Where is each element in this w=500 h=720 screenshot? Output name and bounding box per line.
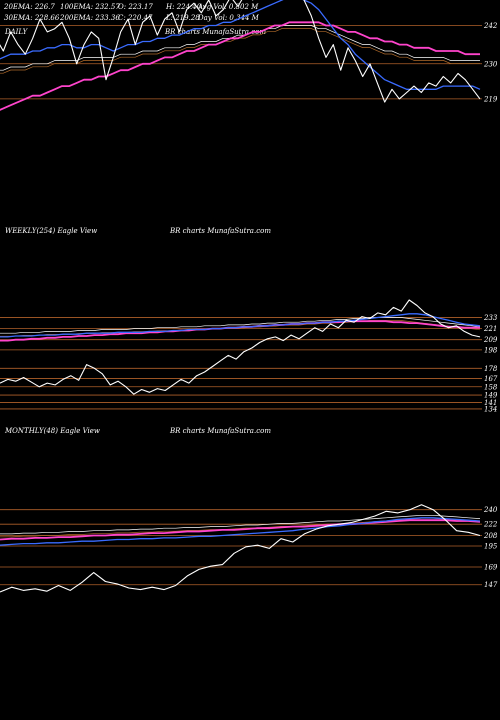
monthly-level-label: 208	[483, 532, 498, 540]
weekly-label: WEEKLY(254) Eagle View	[5, 227, 97, 235]
weekly-ema-slow-line	[0, 317, 481, 334]
monthly-level-label: 240	[483, 506, 498, 514]
weekly-level-label: 233	[483, 314, 498, 322]
weekly-level-label: 221	[483, 325, 497, 333]
weekly-level-label: 167	[484, 375, 498, 383]
hdr-high: H: 224.40	[165, 3, 202, 11]
weekly-level-label: 178	[484, 365, 498, 373]
hdr-30ema: 30EMA: 228.66	[4, 14, 60, 22]
daily-ema-fast-line	[0, 0, 481, 90]
weekly-level-label: 149	[484, 392, 498, 400]
monthly-level-label: 195	[484, 543, 498, 551]
hdr-day-vol: Day Vol: 0.344 M	[197, 14, 260, 22]
hdr-100ema: 100EMA: 232.57	[60, 3, 120, 11]
weekly-level-label: 141	[484, 399, 497, 407]
weekly-level-label: 158	[484, 383, 498, 391]
monthly-panel: 240 222 208 195 169 147	[0, 504, 498, 593]
daily-level-label: 242	[483, 22, 498, 30]
weekly-ema-fast-line	[0, 313, 481, 338]
weekly-watermark: BR charts MunafaSutra.com	[169, 227, 271, 235]
weekly-level-label: 198	[484, 346, 498, 354]
monthly-watermark: BR charts MunafaSutra.com	[169, 427, 271, 435]
weekly-level-label: 209	[483, 336, 498, 344]
daily-label: DAILY	[4, 28, 29, 36]
daily-panel: 242 230 219	[0, 0, 498, 111]
weekly-price-line	[0, 299, 481, 395]
monthly-level-label: 147	[484, 581, 498, 589]
hdr-close: C: 220.47	[118, 14, 153, 22]
monthly-ema-pink-line	[0, 519, 481, 541]
daily-watermark: BR charts MunafaSutra.com	[164, 28, 266, 36]
monthly-price-line	[0, 504, 481, 593]
monthly-label: MONTHLY(48) Eagle View	[4, 427, 100, 435]
daily-price-line	[0, 0, 481, 103]
daily-level-label: 219	[483, 95, 498, 103]
monthly-level-label: 222	[483, 521, 498, 529]
hdr-20ema: 20EMA: 226.7	[3, 3, 55, 11]
hdr-low: L: 219.28	[165, 14, 200, 22]
monthly-level-label: 169	[484, 563, 498, 571]
hdr-avg-vol: Avg Vol: 0.802 M	[197, 3, 259, 11]
weekly-level-label: 134	[484, 405, 497, 413]
monthly-ema-slow-line	[0, 514, 481, 535]
daily-ema-pink-line	[0, 21, 480, 111]
monthly-ema-fast-line	[0, 517, 481, 546]
hdr-open: O: 223.17	[118, 3, 153, 11]
hdr-200ema: 200EMA: 233.36	[59, 14, 120, 22]
daily-ema-slow-line	[0, 25, 480, 71]
daily-level-label: 230	[483, 60, 498, 68]
daily-header: 20EMA: 226.7 100EMA: 232.57 O: 223.17 H:…	[3, 3, 260, 22]
